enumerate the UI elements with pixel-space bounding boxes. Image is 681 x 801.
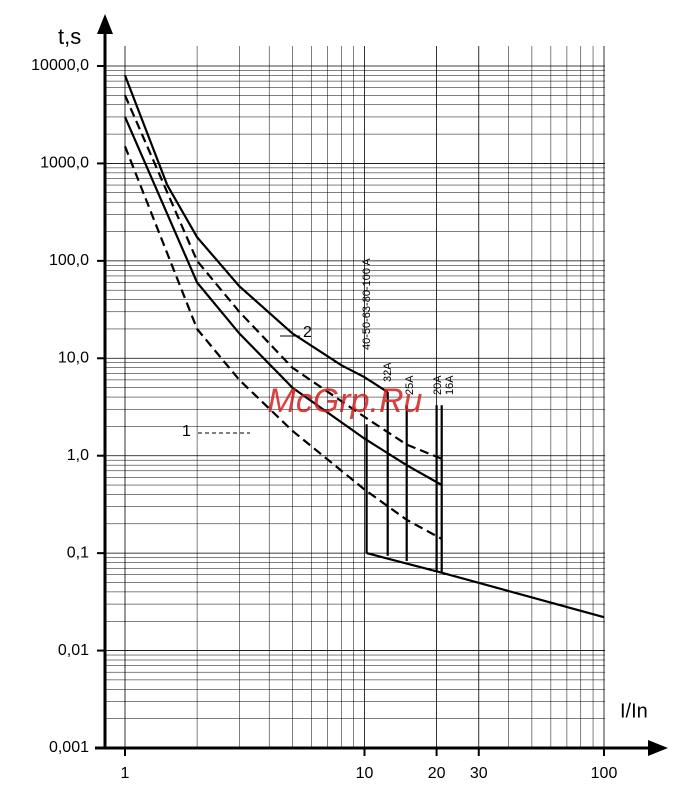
x-axis-label: I/In	[620, 700, 648, 722]
curves	[123, 75, 605, 619]
y-tick-label: 0,1	[67, 544, 89, 561]
y-arrow	[97, 14, 113, 34]
y-tick-label: 10,0	[58, 350, 89, 367]
x-tick-label: 20	[428, 765, 446, 782]
annotation: 32A	[382, 362, 394, 382]
x-arrow	[648, 740, 668, 756]
y-tick-label: 1000,0	[40, 155, 89, 172]
y-tick-label: 100,0	[49, 252, 89, 269]
annotation: 25A	[404, 375, 416, 395]
annotation: 40-50-63-80-100 A	[361, 258, 373, 350]
y-tick-label: 0,01	[58, 642, 89, 659]
x-tick-label: 30	[470, 765, 488, 782]
curve	[123, 116, 443, 486]
x-tick-label: 10	[356, 765, 374, 782]
grid	[105, 46, 605, 749]
y-tick-label: 10000,0	[31, 57, 89, 74]
annotation: 16A	[444, 375, 456, 395]
curve	[123, 75, 389, 394]
x-tick-label: 1	[121, 765, 130, 782]
annotation: 1	[182, 423, 191, 440]
annotation: 20A	[432, 375, 444, 395]
x-tick-label: 100	[591, 765, 618, 782]
watermark: McGrp.Ru	[268, 382, 423, 420]
y-axis-label: t,s	[58, 24, 81, 49]
annotation: 2	[303, 324, 312, 341]
curve	[123, 94, 443, 460]
y-tick-label: 1,0	[67, 447, 89, 464]
y-tick-label: 0,001	[49, 739, 89, 756]
